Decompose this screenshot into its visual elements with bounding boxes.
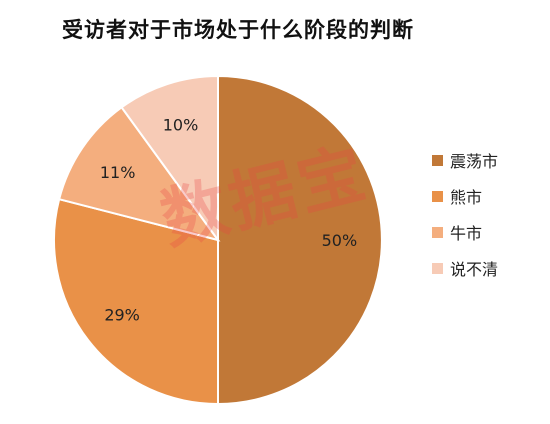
data-label: 29% (104, 305, 140, 324)
legend-label: 牛市 (450, 224, 483, 243)
legend: 震荡市 熊市 牛市 说不清 (432, 142, 498, 286)
pie-slice (217, 74, 383, 406)
legend-swatch (432, 190, 443, 202)
legend-item: 震荡市 (432, 142, 498, 178)
pie-slice (57, 105, 221, 242)
chart-title: 受访者对于市场处于什么阶段的判断 (62, 18, 414, 42)
pie-slice (120, 74, 219, 244)
legend-label: 震荡市 (450, 152, 499, 171)
data-label: 50% (322, 231, 358, 250)
legend-label: 说不清 (450, 260, 499, 279)
legend-label: 熊市 (450, 188, 483, 207)
legend-item: 熊市 (432, 178, 498, 214)
legend-swatch (432, 154, 443, 166)
legend-swatch (432, 226, 443, 238)
legend-item: 说不清 (432, 250, 498, 286)
legend-item: 牛市 (432, 214, 498, 250)
legend-swatch (432, 262, 443, 274)
data-label: 11% (100, 163, 136, 182)
pie-slice (53, 197, 219, 406)
data-label: 10% (163, 116, 199, 135)
